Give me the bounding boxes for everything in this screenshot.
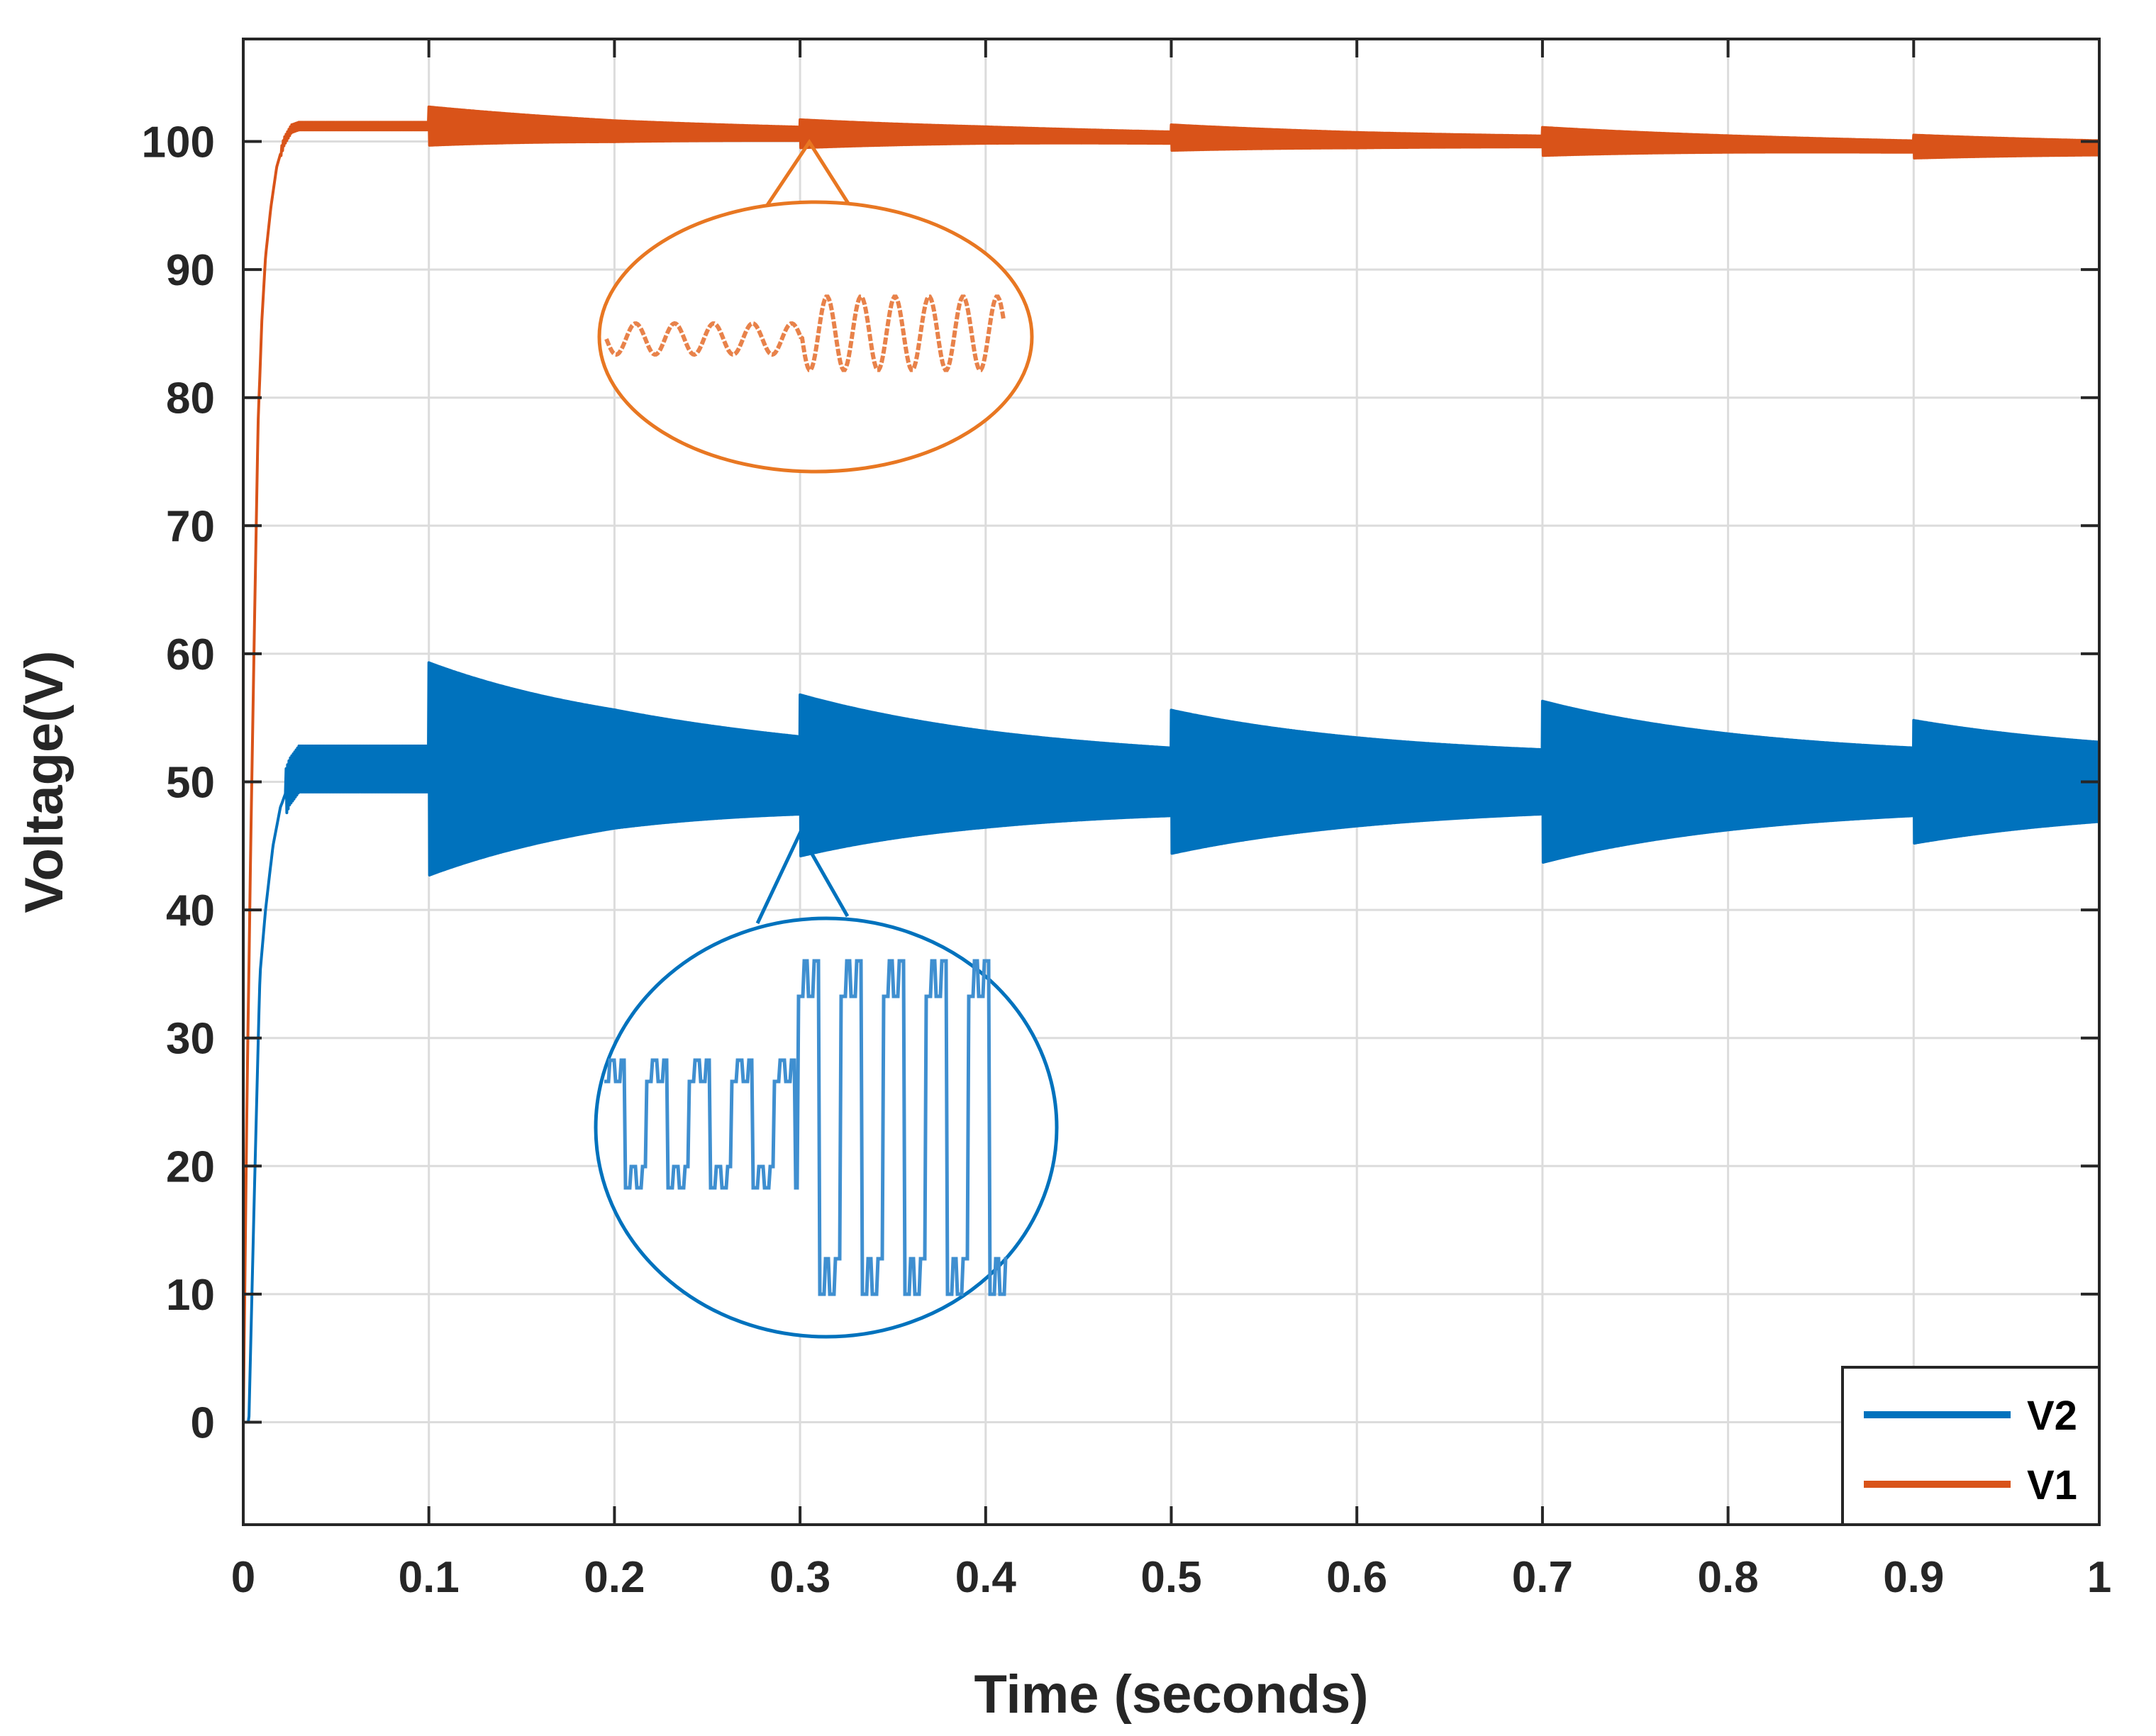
y-tick-label-80: 80: [166, 374, 215, 423]
y-tick-label-10: 10: [166, 1271, 215, 1320]
inset-v1-pointer: [764, 138, 853, 209]
y-tick-label-100: 100: [142, 118, 215, 167]
x-tick-label-0.1: 0.1: [399, 1553, 460, 1602]
y-tick-label-40: 40: [166, 886, 215, 935]
y-tick-label-90: 90: [166, 246, 215, 295]
y-tick-label-70: 70: [166, 502, 215, 551]
inset-v1-ellipse: [597, 200, 1034, 474]
legend-label-v2: V2: [2027, 1393, 2077, 1439]
x-tick-label-0.7: 0.7: [1512, 1553, 1573, 1602]
x-tick-label-0.4: 0.4: [955, 1553, 1017, 1602]
inset-v2-pointer: [755, 829, 850, 925]
inset-v1-wave: [604, 294, 1006, 372]
zoom-insets: [594, 138, 1059, 1339]
x-tick-label-0.8: 0.8: [1697, 1553, 1758, 1602]
series-line-v1: [242, 105, 2101, 1423]
x-tick-label-0.9: 0.9: [1883, 1553, 1944, 1602]
y-tick-label-0: 0: [191, 1399, 215, 1448]
series-line-v2: [243, 661, 2101, 1424]
y-tick-label-30: 30: [166, 1015, 215, 1064]
y-tick-label-60: 60: [166, 630, 215, 679]
grid: [243, 39, 2099, 1525]
x-tick-label-0.3: 0.3: [769, 1553, 830, 1602]
x-axis-label: Time (seconds): [974, 1664, 1368, 1725]
y-tick-label-20: 20: [166, 1142, 215, 1191]
legend: V2 V1: [1841, 1366, 2101, 1526]
x-tick-label-0: 0: [231, 1553, 255, 1602]
x-tick-labels: 0 0.1 0.2 0.3 0.4 0.5 0.6 0.7 0.8 0.9 1: [231, 1553, 2111, 1602]
y-tick-label-50: 50: [166, 759, 215, 808]
series-layer: [242, 105, 2101, 1424]
x-tick-label-0.6: 0.6: [1326, 1553, 1387, 1602]
x-tick-label-0.5: 0.5: [1140, 1553, 1201, 1602]
ticks: [242, 39, 2101, 1525]
inset-v2-ellipse: [594, 916, 1059, 1339]
inset-v2-wave: [604, 959, 1008, 1296]
y-tick-labels: 0 10 20 30 40 50 60 70 80 90 100: [142, 118, 215, 1447]
legend-label-v1: V1: [2027, 1462, 2077, 1508]
x-tick-label-1: 1: [2087, 1553, 2111, 1602]
legend-box: [1841, 1366, 2101, 1526]
x-tick-label-0.2: 0.2: [584, 1553, 645, 1602]
y-axis-label: Voltage(V): [14, 650, 74, 913]
